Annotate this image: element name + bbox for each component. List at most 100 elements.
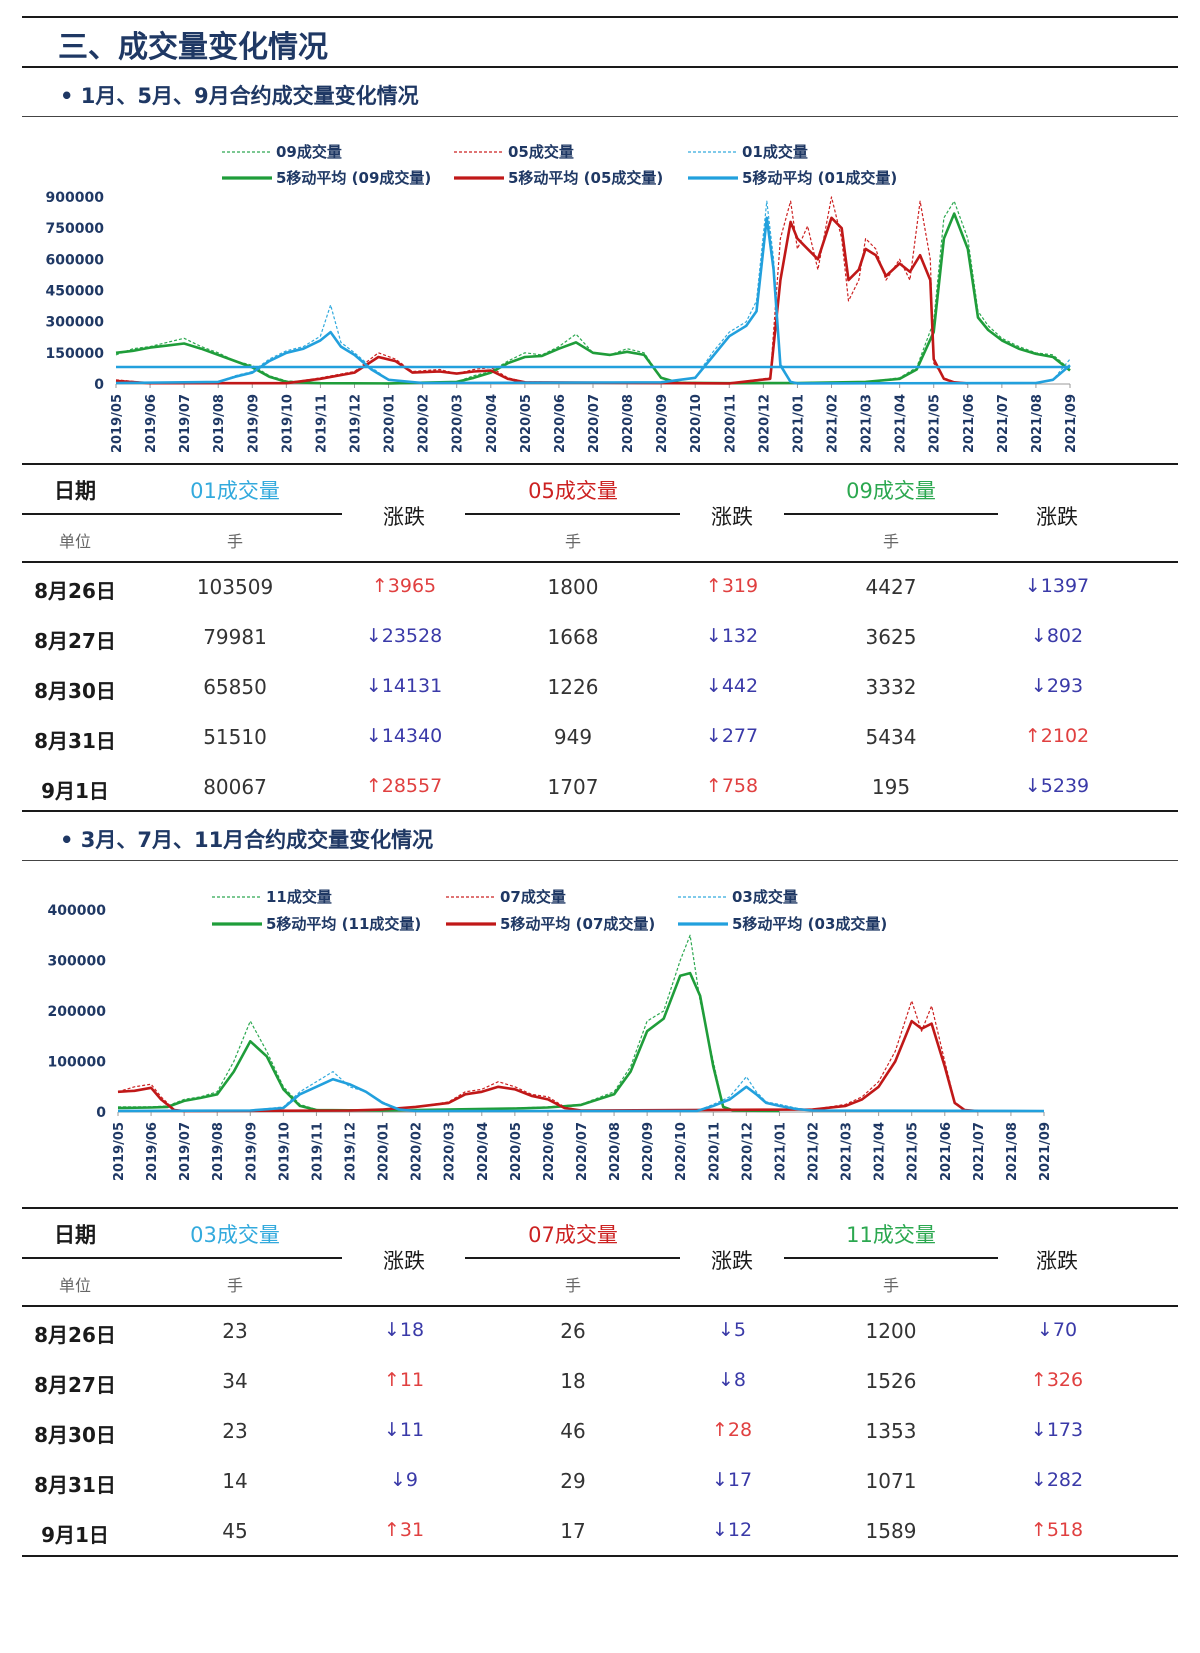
legend-item: 01成交量: [688, 143, 808, 161]
row-change-2: ↓8: [717, 1369, 747, 1391]
row-change-3: ↓293: [1030, 675, 1084, 697]
header-series-1: 03成交量: [190, 1223, 280, 1247]
x-tick-label: 2020/12: [757, 394, 772, 453]
row-value-1: 80067: [203, 775, 267, 799]
row-date: 8月26日: [34, 579, 116, 603]
legend-label: 5移动平均 (11成交量): [266, 915, 421, 933]
row-change-1: ↓14340: [365, 725, 443, 747]
row-date: 8月26日: [34, 1323, 116, 1347]
header-bottom-rule: [22, 561, 1178, 563]
x-tick-label: 2020/06: [553, 394, 568, 453]
row-value-2: 1226: [547, 675, 599, 699]
x-tick-label: 2020/09: [641, 1122, 656, 1181]
x-tick-label: 2020/11: [723, 394, 738, 453]
section2-title: • 3月、7月、11月合约成交量变化情况: [60, 828, 434, 852]
row-date: 9月1日: [41, 779, 109, 803]
row-value-3: 1071: [865, 1469, 917, 1493]
row-change-3: ↓282: [1030, 1469, 1084, 1491]
y-tick-label: 300000: [46, 315, 105, 331]
row-change-3: ↑518: [1030, 1519, 1084, 1541]
section1-rule: [22, 116, 1178, 117]
x-tick-label: 2019/11: [310, 1122, 325, 1181]
row-change-2: ↓132: [705, 625, 759, 647]
x-tick-label: 2021/06: [939, 1122, 954, 1181]
table-1-5-9-volume: 日期 01成交量 05成交量 09成交量 涨跌 涨跌 涨跌 单位 手 手 手 8月26日 103509 ↑…: [22, 463, 1178, 808]
row-change-2: ↓5: [717, 1319, 747, 1341]
legend-label: 03成交量: [732, 888, 798, 906]
x-tick-label: 2019/07: [178, 394, 193, 453]
row-value-1: 79981: [203, 625, 267, 649]
x-tick-label: 2021/06: [962, 394, 977, 453]
header-underline: [465, 1257, 680, 1259]
row-change-2: ↓17: [711, 1469, 753, 1491]
series-line: [118, 934, 780, 1112]
x-tick-label: 2020/06: [542, 1122, 557, 1181]
row-value-2: 1800: [547, 575, 599, 599]
header-underline: [784, 1257, 998, 1259]
chart-3-7-11-volume: 11成交量 07成交量 03成交量 5移动平均 (11成交量) 5移动平均 (07成交量…: [48, 888, 1053, 1181]
x-tick-label: 2021/03: [860, 394, 875, 453]
legend-item: 5移动平均 (01成交量): [688, 169, 897, 187]
series-line: [117, 1000, 978, 1112]
row-value-3: 1589: [865, 1519, 917, 1543]
row-change-3: ↓802: [1030, 625, 1084, 647]
section2-rule: [22, 860, 1178, 861]
row-value-1: 14: [222, 1469, 248, 1493]
x-tick-label: 2021/02: [807, 1122, 822, 1181]
legend-item: 05成交量: [454, 143, 574, 161]
title-rule: [22, 66, 1178, 68]
table-3-7-11-volume: 日期 03成交量 07成交量 11成交量 涨跌 涨跌 涨跌 单位 手 手 手 8月26日 23 ↓18 26…: [22, 1207, 1178, 1552]
x-tick-label: 2019/06: [144, 394, 159, 453]
header-unit: 单位: [58, 532, 92, 551]
row-value-1: 45: [222, 1519, 248, 1543]
y-tick-label: 150000: [46, 346, 105, 362]
header-underline: [22, 513, 342, 515]
y-tick-label: 0: [96, 1105, 106, 1121]
x-tick-label: 2020/03: [443, 1122, 458, 1181]
row-date: 8月31日: [34, 1473, 116, 1497]
header-underline: [784, 513, 998, 515]
x-tick-label: 2019/12: [344, 1122, 359, 1181]
legend-item: 09成交量: [222, 143, 342, 161]
row-change-1: ↑28557: [365, 775, 443, 797]
row-value-1: 103509: [196, 575, 274, 599]
legend-label: 5移动平均 (07成交量): [500, 915, 655, 933]
x-tick-label: 2021/08: [1030, 394, 1045, 453]
header-unit: 单位: [58, 1276, 92, 1295]
legend-label: 07成交量: [500, 888, 566, 906]
x-tick-label: 2021/01: [773, 1122, 788, 1181]
x-tick-label: 2019/06: [145, 1122, 160, 1181]
x-tick-label: 2021/04: [894, 394, 909, 453]
x-tick-label: 2019/08: [211, 1122, 226, 1181]
row-change-3: ↑326: [1030, 1369, 1084, 1391]
header-change-2: 涨跌: [711, 1249, 753, 1273]
x-tick-label: 2019/08: [212, 394, 227, 453]
unit-hand-3: 手: [882, 532, 900, 551]
row-date: 9月1日: [41, 1523, 109, 1547]
y-tick-label: 450000: [46, 284, 105, 300]
table2-top-rule: [22, 1207, 1178, 1209]
series-line: [115, 216, 968, 385]
x-tick-label: 2019/11: [314, 394, 329, 453]
legend-label: 11成交量: [266, 888, 332, 906]
unit-hand-2: 手: [564, 532, 582, 551]
unit-hand-1: 手: [226, 532, 244, 551]
header-underline: [465, 513, 680, 515]
header-change-3: 涨跌: [1036, 1249, 1078, 1273]
header-change-1: 涨跌: [383, 505, 425, 529]
series-line: [117, 1077, 1045, 1113]
x-tick-label: 2020/08: [621, 394, 636, 453]
header-date: 日期: [54, 1223, 96, 1247]
table2-bottom-rule: [22, 1555, 1178, 1557]
row-date: 8月30日: [34, 1423, 116, 1447]
y-tick-label: 750000: [46, 221, 105, 237]
x-tick-label: 2021/09: [1038, 1122, 1053, 1181]
row-change-2: ↑319: [705, 575, 759, 597]
row-change-3: ↓1397: [1024, 575, 1090, 597]
x-tick-label: 2020/05: [519, 394, 534, 453]
x-tick-label: 2020/11: [707, 1122, 722, 1181]
row-change-1: ↓18: [383, 1319, 425, 1341]
header-series-3: 11成交量: [846, 1223, 936, 1247]
row-value-3: 3332: [865, 675, 917, 699]
row-change-3: ↓5239: [1024, 775, 1090, 797]
